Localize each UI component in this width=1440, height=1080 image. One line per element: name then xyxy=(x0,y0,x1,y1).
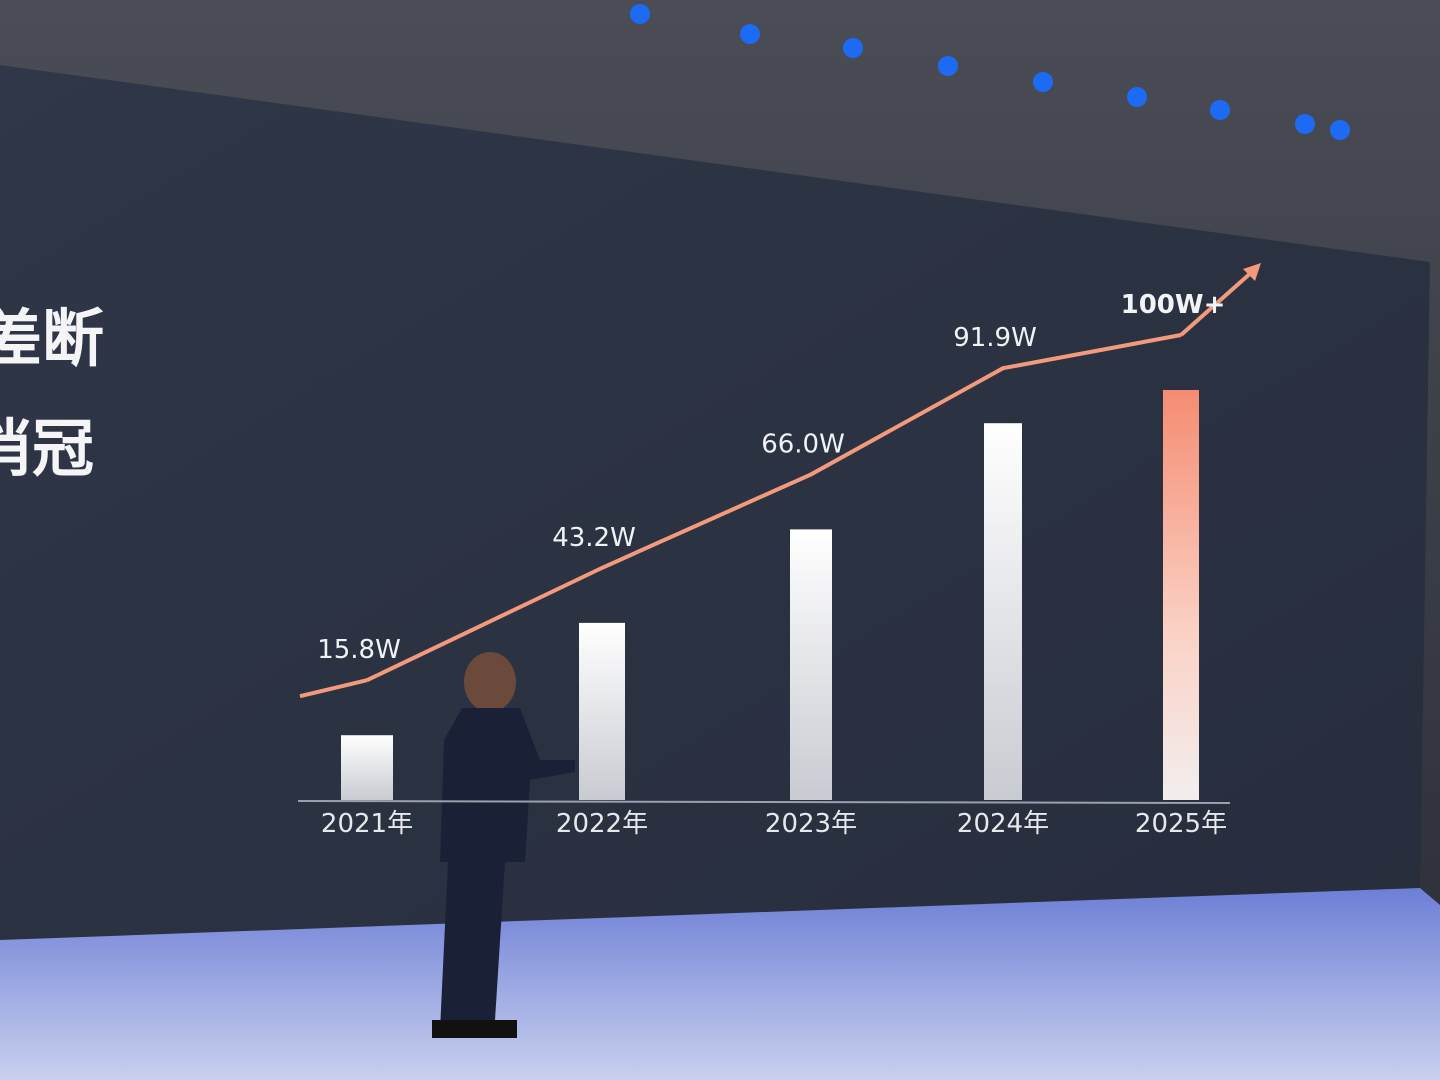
trend-arrow-shaft xyxy=(1179,269,1255,337)
bar xyxy=(984,423,1022,800)
headline: 差断 xyxy=(0,302,104,375)
screen xyxy=(0,65,1430,940)
stage-lights xyxy=(630,4,1350,140)
trend-arrowhead xyxy=(1243,263,1261,281)
bar xyxy=(579,622,625,800)
bar xyxy=(341,735,393,800)
x-tick-label: 2025年 xyxy=(1135,809,1227,839)
value-label: 43.2W xyxy=(552,523,636,553)
value-label: 91.9W xyxy=(953,323,1037,353)
trend-line-start xyxy=(299,678,368,699)
bar xyxy=(790,529,832,800)
trend-line xyxy=(366,333,1182,683)
value-label: 66.0W xyxy=(761,429,845,459)
stage-floor xyxy=(0,888,1440,1080)
value-label: 100W+ xyxy=(1121,290,1226,320)
x-tick-label: 2021年 xyxy=(321,809,413,839)
value-label: 15.8W xyxy=(317,635,401,665)
speaker xyxy=(432,652,575,1038)
x-tick-label: 2023年 xyxy=(765,809,857,839)
x-tick-label: 2022年 xyxy=(556,809,648,839)
x-tick-label: 2024年 xyxy=(957,809,1049,839)
bar xyxy=(1163,390,1199,800)
baseline xyxy=(297,800,1231,804)
headline: 消冠 xyxy=(0,412,94,485)
